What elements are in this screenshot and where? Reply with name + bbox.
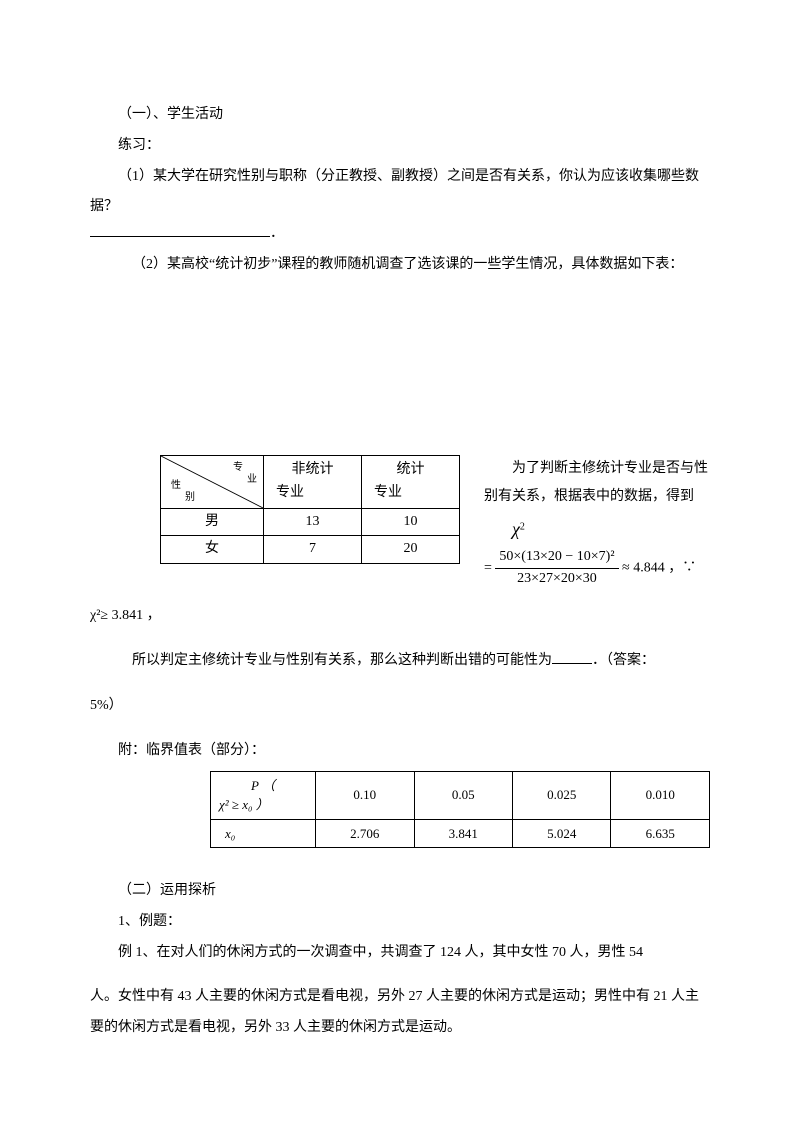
- answer-pct: 5%）: [90, 691, 710, 722]
- critical-value-table: P （ χ² ≥ x₀ ） 0.10 0.05 0.025 0.010 x₀ 2…: [210, 771, 710, 849]
- side-note: 为了判断主修统计专业是否与性别有关系，根据表中的数据，得到 χ2 = 50×(1…: [460, 455, 710, 588]
- table-row: 专 业 性 别 非统计 专业 统计 专业: [161, 455, 460, 508]
- question-1: （1）某大学在研究性别与职称（分正教授、副教授）之间是否有关系，你认为应该收集哪…: [90, 162, 710, 224]
- q1-text: （1）某大学在研究性别与职称（分正教授、副教授）之间是否有关系，你认为应该收集哪…: [90, 169, 699, 215]
- example-label: 1、例题：: [90, 907, 710, 938]
- side-para: 为了判断主修统计专业是否与性别有关系，根据表中的数据，得到: [484, 455, 710, 511]
- table-row: 女 7 20: [161, 536, 460, 563]
- table-row: x₀ 2.706 3.841 5.024 6.635: [211, 819, 710, 848]
- x0-label: x₀: [211, 819, 316, 848]
- p-label-b: χ² ≥ x₀ ）: [219, 797, 269, 812]
- chi-symbol: χ: [512, 519, 520, 539]
- col2-line1: 统计: [368, 459, 453, 481]
- question-2: （2）某高校“统计初步”课程的教师随机调查了选该课的一些学生情况，具体数据如下表…: [90, 250, 710, 281]
- col2-line2: 专业: [368, 482, 453, 504]
- row1-v1: 13: [264, 508, 362, 535]
- chi-ge-line: χ²≥ 3.841 ，: [90, 601, 710, 632]
- table-and-note-row: 专 业 性 别 非统计 专业 统计 专业 男 13 10: [90, 455, 710, 588]
- approx: ≈ 4.844: [622, 560, 665, 575]
- formula-tail: ，∵: [668, 560, 696, 575]
- section-1-title: （一）、学生活动: [90, 100, 710, 131]
- chi-sup: 2: [520, 521, 525, 532]
- diag-bot: 性: [171, 478, 181, 494]
- q1-period: ．: [270, 226, 284, 241]
- row2-v2: 20: [362, 536, 460, 563]
- example-1-line1: 例 1、在对人们的休闲方式的一次调查中，共调查了 124 人，其中女性 70 人…: [90, 938, 710, 969]
- chi-square-line: χ2: [484, 511, 710, 547]
- practice-label: 练习：: [90, 131, 710, 162]
- p-label-cell: P （ χ² ≥ x₀ ）: [211, 771, 316, 819]
- col1-header: 非统计 专业: [264, 455, 362, 508]
- col1-line1: 非统计: [270, 459, 355, 481]
- conclusion-line: 所以判定主修统计专业与性别有关系，那么这种判断出错的可能性为 ．（答案：: [90, 646, 710, 677]
- crit-col-0: 0.10: [316, 771, 414, 819]
- chi-ge: χ²≥ 3.841 ，: [90, 608, 161, 623]
- example-1-line2: 人。女性中有 43 人主要的休闲方式是看电视，另外 27 人主要的休闲方式是运动…: [90, 982, 710, 1044]
- crit-col-1: 0.05: [414, 771, 512, 819]
- row1-label: 男: [161, 508, 264, 535]
- conclusion-text: 所以判定主修统计专业与性别有关系，那么这种判断出错的可能性为: [132, 653, 552, 668]
- crit-val-2: 5.024: [513, 819, 611, 848]
- fraction-den: 23×27×20×30: [495, 569, 618, 588]
- table-row: 男 13 10: [161, 508, 460, 535]
- fraction: 50×(13×20 − 10×7)² 23×27×20×30: [495, 549, 618, 588]
- col1-line2: 专业: [270, 482, 355, 504]
- row1-v2: 10: [362, 508, 460, 535]
- diag-top: 专: [233, 460, 243, 476]
- section-2-title: （二）运用探析: [90, 876, 710, 907]
- row2-v1: 7: [264, 536, 362, 563]
- crit-val-1: 3.841: [414, 819, 512, 848]
- crit-val-3: 6.635: [611, 819, 710, 848]
- contingency-table: 专 业 性 别 非统计 专业 统计 专业 男 13 10: [160, 455, 460, 564]
- table-row: P （ χ² ≥ x₀ ） 0.10 0.05 0.025 0.010: [211, 771, 710, 819]
- diag-bot-sub: 别: [185, 490, 195, 506]
- crit-val-0: 2.706: [316, 819, 414, 848]
- row2-label: 女: [161, 536, 264, 563]
- diag-top-sub: 业: [247, 472, 257, 488]
- conclusion-blank: [552, 649, 592, 664]
- eq-sign: =: [484, 560, 492, 575]
- fraction-num: 50×(13×20 − 10×7)²: [495, 549, 618, 569]
- q1-blank: [90, 222, 270, 237]
- spacer: [90, 281, 710, 451]
- diagonal-header-cell: 专 业 性 别: [161, 455, 264, 508]
- appendix-label: 附：临界值表（部分）：: [90, 736, 710, 767]
- crit-col-3: 0.010: [611, 771, 710, 819]
- p-label-a: P （: [251, 778, 275, 793]
- conclusion-tail: ．（答案：: [592, 653, 655, 668]
- crit-col-2: 0.025: [513, 771, 611, 819]
- col2-header: 统计 专业: [362, 455, 460, 508]
- chi-formula: = 50×(13×20 − 10×7)² 23×27×20×30 ≈ 4.844…: [484, 549, 710, 588]
